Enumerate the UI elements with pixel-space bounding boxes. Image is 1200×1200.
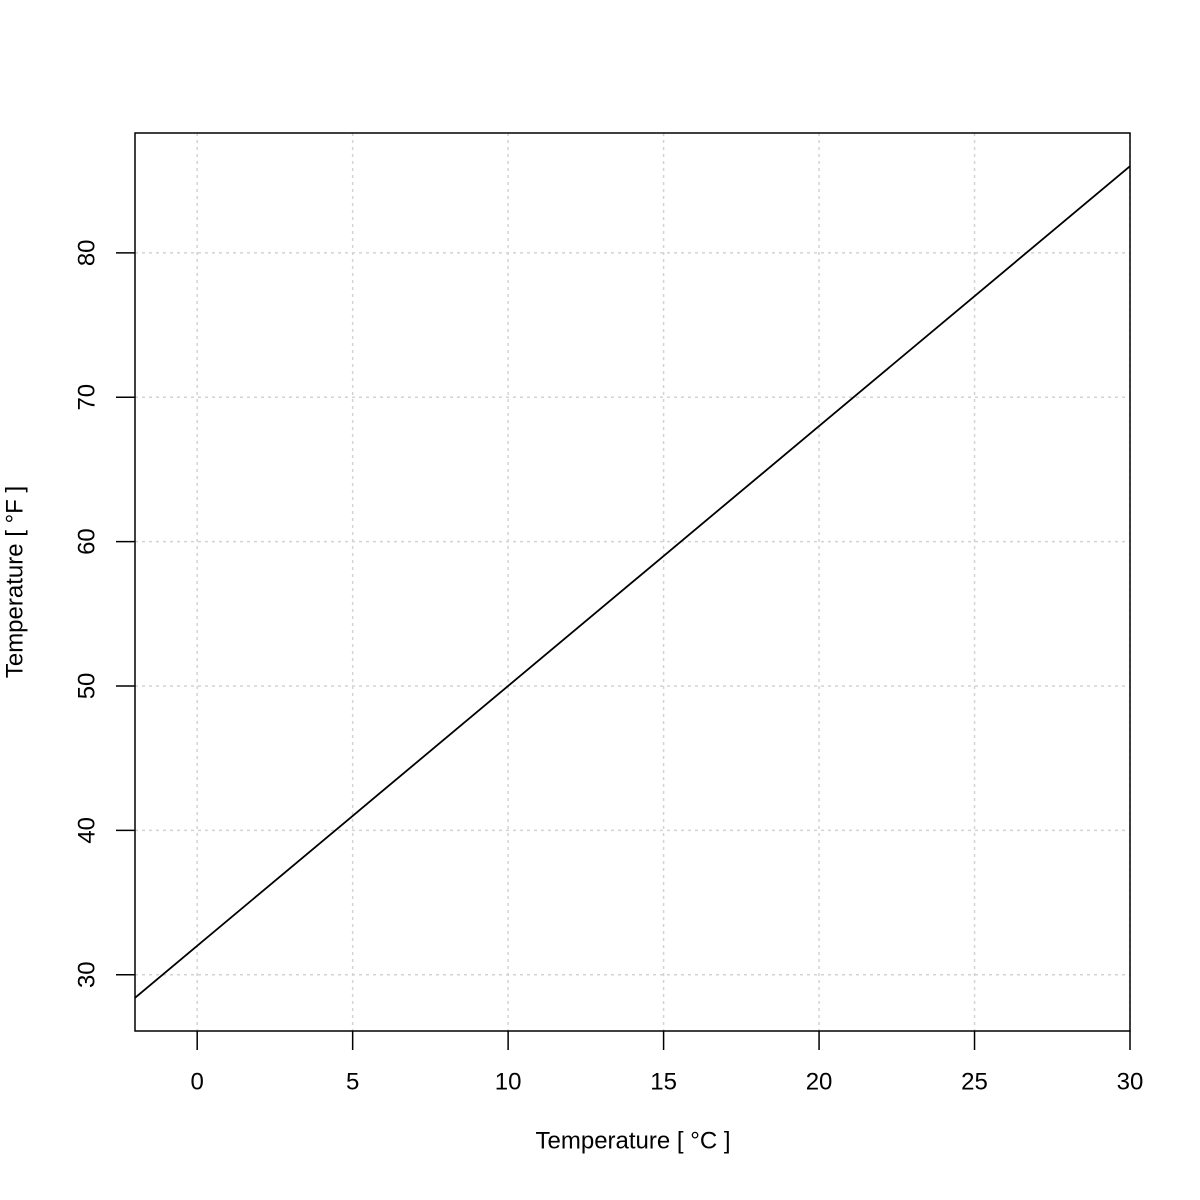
x-tick-label: 5 (346, 1068, 359, 1095)
x-tick-label: 20 (806, 1068, 833, 1095)
y-axis-label: Temperature [ °F ] (1, 486, 28, 678)
x-tick-label: 25 (961, 1068, 988, 1095)
plot-frame (134, 132, 1131, 1032)
y-tick-label: 80 (73, 239, 100, 266)
y-tick-label: 50 (73, 673, 100, 700)
x-tick-label: 0 (191, 1068, 204, 1095)
x-tick-label: 30 (1117, 1068, 1144, 1095)
data-line (134, 165, 1131, 999)
y-tick-label: 40 (73, 817, 100, 844)
y-tick-label: 60 (73, 528, 100, 555)
x-tick-label: 15 (650, 1068, 677, 1095)
y-tick-label: 70 (73, 384, 100, 411)
x-tick-label: 10 (495, 1068, 522, 1095)
x-axis-label: Temperature [ °C ] (536, 1127, 731, 1154)
y-tick-label: 30 (73, 961, 100, 988)
